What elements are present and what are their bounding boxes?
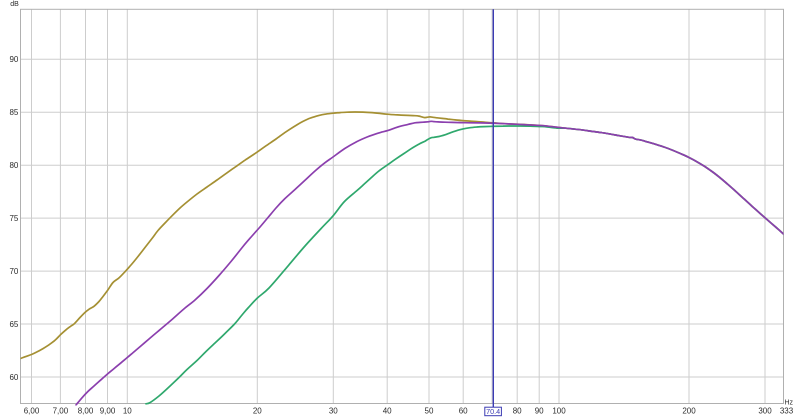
svg-text:100: 100 [552,406,566,415]
svg-text:200: 200 [682,406,696,415]
svg-text:dB: dB [10,1,19,8]
svg-text:Hz: Hz [785,400,794,407]
svg-text:75: 75 [9,214,18,223]
svg-text:30: 30 [329,406,338,415]
svg-text:6,00: 6,00 [24,406,40,415]
svg-text:70.4: 70.4 [486,407,500,416]
svg-text:8,00: 8,00 [78,406,94,415]
svg-text:70: 70 [9,267,18,276]
svg-text:90: 90 [535,406,544,415]
svg-text:40: 40 [383,406,392,415]
svg-text:90: 90 [9,55,18,64]
svg-text:60: 60 [9,373,18,382]
svg-text:65: 65 [9,320,18,329]
svg-text:80: 80 [513,406,522,415]
svg-text:333: 333 [780,406,794,415]
svg-text:9,00: 9,00 [100,406,116,415]
svg-text:10: 10 [123,406,132,415]
svg-text:300: 300 [758,406,772,415]
svg-text:80: 80 [9,161,18,170]
svg-text:85: 85 [9,108,18,117]
svg-text:60: 60 [459,406,468,415]
svg-text:7,00: 7,00 [53,406,69,415]
svg-text:20: 20 [253,406,262,415]
svg-text:50: 50 [425,406,434,415]
